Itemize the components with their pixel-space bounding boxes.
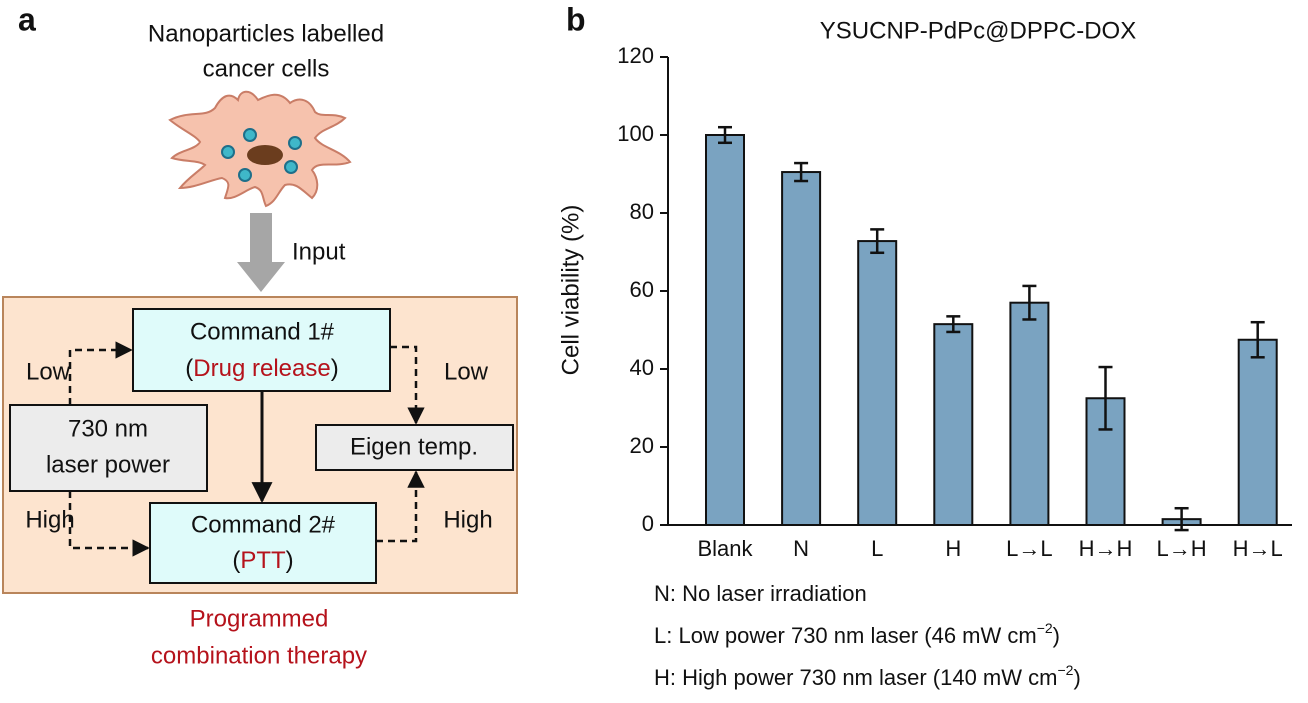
paren: ( xyxy=(185,355,193,382)
error-bar xyxy=(794,161,809,183)
footer: combination therapy xyxy=(151,642,367,669)
command-title: Command 2# xyxy=(191,511,336,538)
x-tick-label: L xyxy=(871,536,883,561)
superscript: −2 xyxy=(1037,620,1053,636)
x-tick-label: H→L xyxy=(1233,536,1283,561)
input-label: Input xyxy=(292,238,346,265)
chart-title: YSUCNP-PdPc@DPPC-DOX xyxy=(820,17,1136,44)
highlight: Drug release xyxy=(193,355,330,382)
x-tick-label: N xyxy=(793,536,809,561)
edge-label: High xyxy=(443,506,492,533)
superscript: −2 xyxy=(1057,662,1073,678)
note: L: Low power 730 nm laser (46 mW cm−2) xyxy=(654,620,1060,648)
error-bar xyxy=(1174,506,1189,532)
y-axis-label: Cell viability (%) xyxy=(557,205,584,376)
y-tick-label: 80 xyxy=(630,199,654,224)
x-tick-label: L→H xyxy=(1157,536,1207,561)
edge-label: Low xyxy=(444,358,489,385)
bar xyxy=(857,240,898,527)
y-tick-label: 120 xyxy=(617,43,654,68)
command-detail: (Drug release) xyxy=(185,355,338,382)
eigen-box xyxy=(315,424,514,471)
error-bar xyxy=(1250,320,1265,359)
panel-label: a xyxy=(18,1,36,37)
laser-text: 730 nm xyxy=(68,415,148,442)
diagram-text: Nanoparticles labelled cancer cells Inpu… xyxy=(25,20,492,669)
caption: cancer cells xyxy=(203,55,330,82)
x-tick-label: H xyxy=(945,536,961,561)
error-bar xyxy=(718,125,732,145)
bar xyxy=(1237,338,1278,526)
edge-label: Low xyxy=(26,358,71,385)
x-tick-label: H→H xyxy=(1079,536,1133,561)
note: N: No laser irradiation xyxy=(654,581,867,606)
note-text: L: Low power 730 nm laser (46 mW cm xyxy=(654,623,1037,648)
dashed-arrows xyxy=(68,341,425,557)
note-text: H: High power 730 nm laser (140 mW cm xyxy=(654,665,1057,690)
x-tick-label: L→L xyxy=(1006,536,1052,561)
footer: Programmed xyxy=(190,605,329,632)
error-bar xyxy=(870,228,885,255)
note: H: High power 730 nm laser (140 mW cm−2) xyxy=(654,662,1081,690)
nanoparticles xyxy=(221,128,302,182)
y-tick-label: 20 xyxy=(630,433,654,458)
error-bar xyxy=(1022,284,1037,321)
bar xyxy=(1009,301,1050,527)
caption: Nanoparticles labelled xyxy=(148,20,384,47)
note-text: ) xyxy=(1053,623,1060,648)
command-title: Command 1# xyxy=(190,318,335,345)
bar xyxy=(933,323,974,526)
bar xyxy=(705,134,745,526)
laser-text: laser power xyxy=(46,451,170,478)
edge-label: High xyxy=(25,506,74,533)
y-tick-label: 100 xyxy=(617,121,654,146)
note-text: ) xyxy=(1073,665,1080,690)
panel-label: b xyxy=(566,1,586,37)
command-detail: (PTT) xyxy=(232,547,293,574)
note-text: N: No laser irradiation xyxy=(654,581,867,606)
nucleus xyxy=(247,145,283,165)
paren: ) xyxy=(286,547,294,574)
error-bar xyxy=(1098,365,1113,431)
error-bar xyxy=(946,315,961,334)
y-tick-label: 40 xyxy=(630,355,654,380)
laser-box xyxy=(9,404,208,492)
highlight: PTT xyxy=(240,547,286,574)
paren: ) xyxy=(331,355,339,382)
command2-box xyxy=(149,502,377,584)
y-tick-label: 60 xyxy=(630,277,654,302)
input-arrow xyxy=(237,213,285,292)
bar xyxy=(781,171,822,527)
x-tick-label: Blank xyxy=(697,536,753,561)
paren: ( xyxy=(232,547,240,574)
eigen-text: Eigen temp. xyxy=(350,433,478,460)
y-tick-label: 0 xyxy=(642,511,654,536)
